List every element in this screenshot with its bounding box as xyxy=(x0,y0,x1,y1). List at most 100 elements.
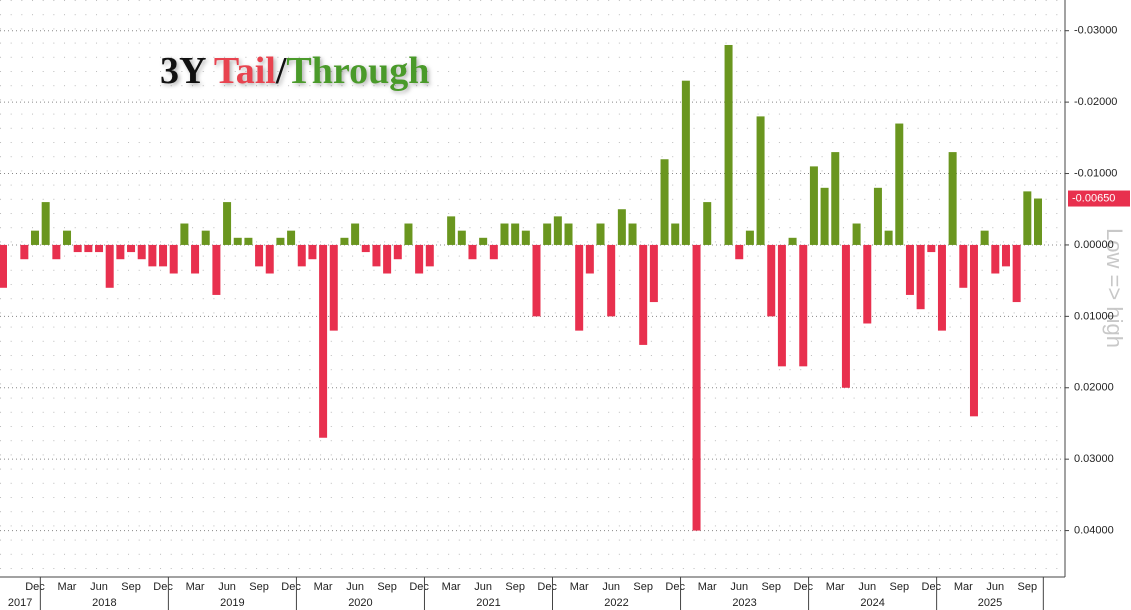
x-tick-label: Dec xyxy=(793,581,813,593)
x-tick-label: Jun xyxy=(986,581,1004,593)
bar xyxy=(201,230,210,245)
bar xyxy=(84,244,93,253)
bar xyxy=(692,244,701,531)
bar xyxy=(127,244,136,253)
bar xyxy=(340,237,349,245)
chart-title: 3Y Tail/Through xyxy=(160,50,429,92)
y-tick-label: 0.00000 xyxy=(1074,239,1114,251)
last-value-label: -0.00650 xyxy=(1072,192,1115,204)
bar xyxy=(649,244,658,303)
bar xyxy=(319,244,328,438)
bar xyxy=(767,244,776,317)
bar xyxy=(553,216,562,245)
bar xyxy=(820,187,829,245)
bar xyxy=(777,244,786,367)
bar xyxy=(351,223,360,245)
year-label: 2020 xyxy=(348,597,372,609)
title-part: / xyxy=(275,50,287,92)
x-tick-label: Dec xyxy=(537,581,557,593)
x-tick-label: Dec xyxy=(153,581,173,593)
bar xyxy=(297,244,306,267)
bar xyxy=(212,244,221,295)
year-label: 2019 xyxy=(220,597,244,609)
bar xyxy=(73,244,82,253)
y-tick-label: -0.03000 xyxy=(1074,25,1117,37)
bar xyxy=(447,216,456,245)
bar xyxy=(31,230,40,245)
title-part: Tail xyxy=(214,50,276,92)
bar xyxy=(564,223,573,245)
bar xyxy=(489,244,498,260)
bar xyxy=(265,244,274,274)
bar xyxy=(916,244,925,310)
bar xyxy=(372,244,381,267)
bar xyxy=(532,244,541,317)
bar xyxy=(969,244,978,417)
x-tick-label: Dec xyxy=(922,581,942,593)
bar xyxy=(116,244,125,260)
bar xyxy=(0,244,7,288)
bar xyxy=(329,244,338,331)
bar xyxy=(276,237,285,245)
bar xyxy=(1012,244,1021,303)
bar xyxy=(756,116,765,245)
x-tick-label: Sep xyxy=(633,581,653,593)
bar xyxy=(1033,198,1042,245)
bar xyxy=(841,244,850,388)
x-tick-label: Jun xyxy=(346,581,364,593)
bar xyxy=(703,202,712,245)
bar xyxy=(20,244,29,260)
bar xyxy=(905,244,914,295)
y-tick-label: 0.04000 xyxy=(1074,524,1114,536)
bar xyxy=(148,244,157,267)
x-tick-label: Jun xyxy=(858,581,876,593)
bar xyxy=(959,244,968,288)
bar xyxy=(671,223,680,245)
y-axis-label: Low => high xyxy=(1102,228,1127,348)
x-tick-label: Dec xyxy=(281,581,301,593)
x-tick-label: Sep xyxy=(249,581,269,593)
x-tick-label: Dec xyxy=(409,581,429,593)
bar xyxy=(159,244,168,267)
bar xyxy=(660,159,669,245)
x-tick-label: Jun xyxy=(218,581,236,593)
bar xyxy=(991,244,1000,274)
year-label: 2021 xyxy=(476,597,500,609)
bar xyxy=(415,244,424,274)
bar xyxy=(809,166,818,245)
bar xyxy=(927,244,936,253)
x-tick-label: Mar xyxy=(826,581,845,593)
bar xyxy=(873,187,882,245)
y-tick-label: 0.03000 xyxy=(1074,453,1114,465)
bar xyxy=(617,209,626,245)
bar xyxy=(479,237,488,245)
bar xyxy=(607,244,616,317)
bar xyxy=(393,244,402,260)
bar xyxy=(52,244,61,260)
bar xyxy=(383,244,392,274)
bar xyxy=(287,230,296,245)
x-tick-label: Jun xyxy=(602,581,620,593)
x-tick-label: Dec xyxy=(665,581,685,593)
bar xyxy=(543,223,552,245)
bar xyxy=(63,230,72,245)
x-tick-label: Mar xyxy=(186,581,205,593)
year-label: 2018 xyxy=(92,597,116,609)
bar xyxy=(105,244,114,288)
bar xyxy=(468,244,477,260)
bar xyxy=(788,237,797,245)
bar xyxy=(361,244,370,253)
bar xyxy=(937,244,946,331)
bar xyxy=(831,152,840,245)
x-tick-label: Jun xyxy=(474,581,492,593)
x-tick-label: Mar xyxy=(442,581,461,593)
x-tick-label: Jun xyxy=(90,581,108,593)
bar xyxy=(137,244,146,260)
y-tick-label: 0.02000 xyxy=(1074,382,1114,394)
x-tick-label: Sep xyxy=(761,581,781,593)
y-tick-label: -0.01000 xyxy=(1074,167,1117,179)
y-tick-label: -0.02000 xyxy=(1074,96,1117,108)
bar xyxy=(95,244,104,253)
bar xyxy=(724,44,733,245)
